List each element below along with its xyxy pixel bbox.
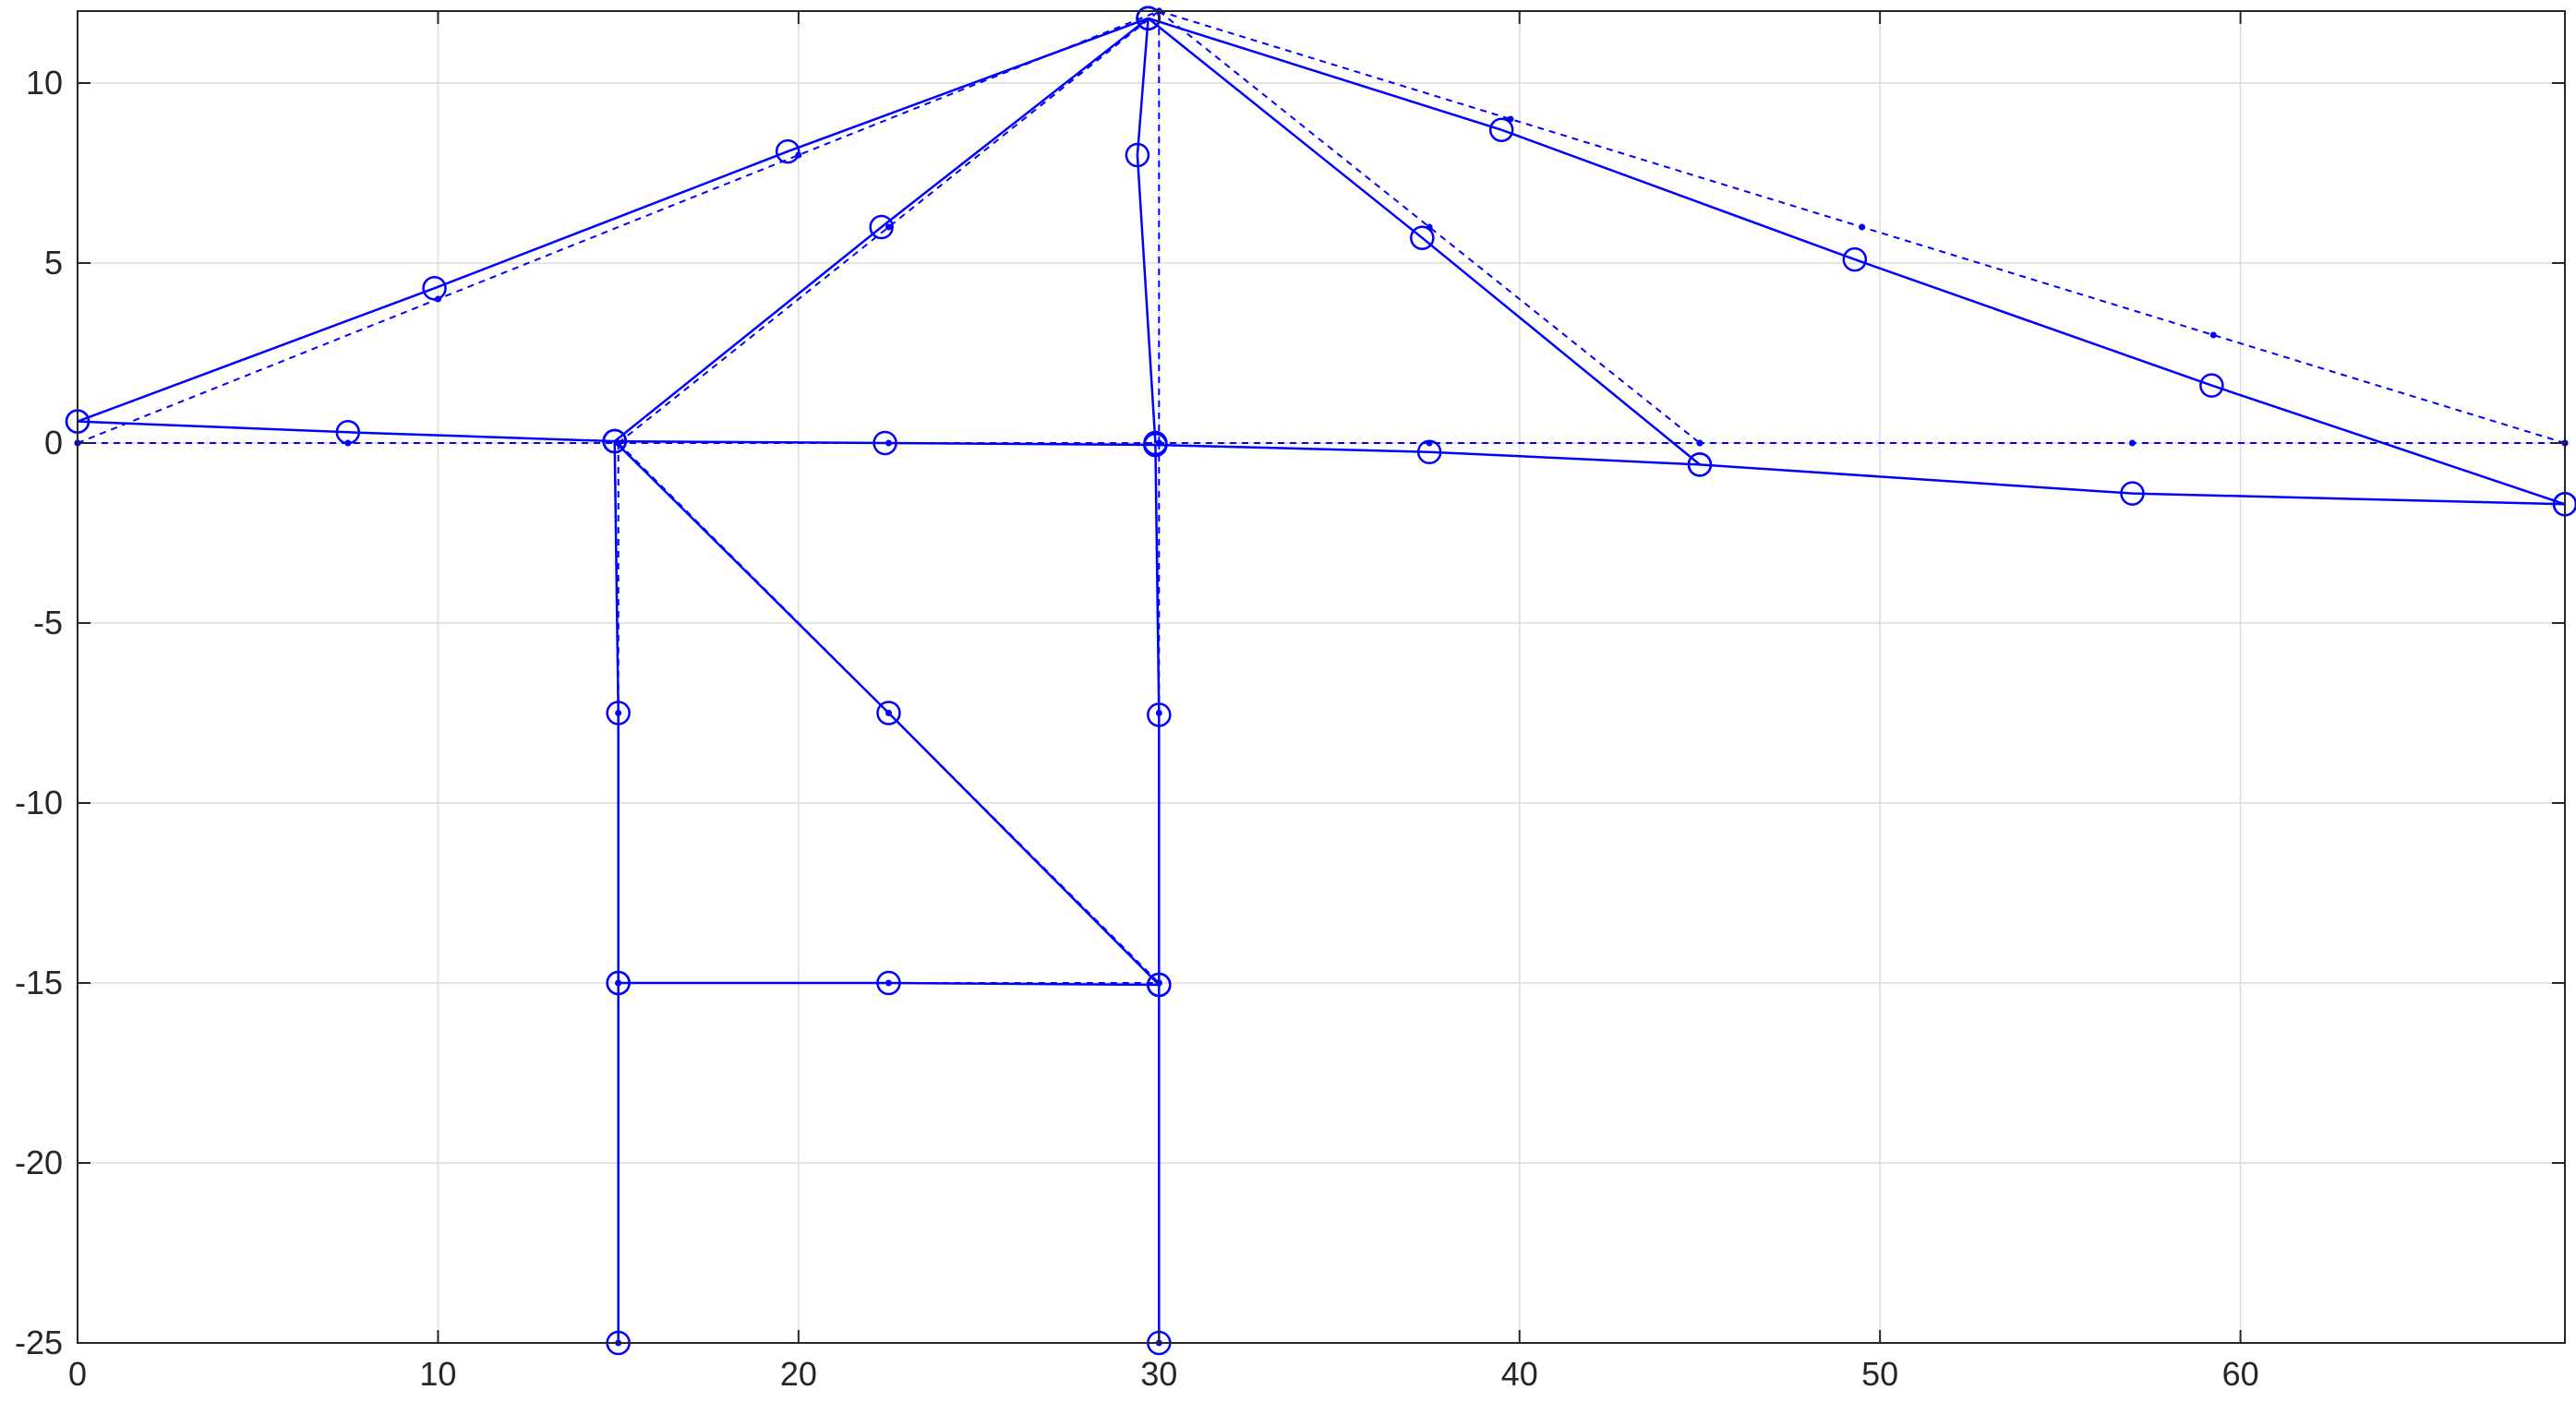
dot-marker (2128, 439, 2136, 447)
axes-box (77, 10, 2566, 1344)
solid-series-line (613, 17, 1150, 443)
circle-marker (1410, 225, 1435, 250)
dot-marker (2209, 331, 2217, 339)
dashed-series-line (618, 10, 1160, 444)
circle-marker (606, 701, 631, 725)
x-tick-label: 60 (2222, 1355, 2259, 1393)
ticks (77, 11, 2565, 1344)
solid-series-line (1147, 17, 1701, 466)
solid-series-line (77, 420, 2566, 506)
circle-marker (606, 970, 631, 996)
circle-marker (2199, 373, 2224, 398)
y-tick-label: -25 (15, 1324, 63, 1361)
dot-marker (1859, 223, 1866, 231)
circle-marker (876, 701, 901, 725)
grid (77, 11, 2565, 1344)
circle-marker (602, 428, 627, 454)
solid-series-line (1136, 18, 1157, 444)
y-tick-labels: -25 -20 -15 -10 -5 0 5 10 (15, 64, 63, 1361)
circle-marker (1687, 452, 1713, 477)
x-tick-labels: 0 10 20 30 40 50 60 (68, 1355, 2259, 1393)
x-tick-label: 20 (780, 1355, 817, 1393)
circle-marker (2120, 481, 2145, 506)
circle-marker (869, 214, 894, 240)
solid-series-line (1148, 17, 2566, 506)
y-tick-label: 0 (44, 424, 63, 461)
circle-marker (1147, 972, 1172, 998)
y-tick-label: 10 (26, 64, 63, 102)
solid-series (65, 6, 2576, 1356)
plot-area (65, 6, 2576, 1356)
circle-marker (1416, 439, 1442, 464)
circle-marker (775, 138, 800, 164)
dashed-series (74, 7, 2569, 1347)
dot-marker (1696, 439, 1703, 447)
x-tick-label: 50 (1861, 1355, 1898, 1393)
circle-marker (335, 420, 361, 445)
y-tick-label: -10 (15, 784, 63, 821)
x-tick-label: 0 (68, 1355, 87, 1393)
y-tick-label: -20 (15, 1144, 63, 1181)
circle-marker (1143, 432, 1168, 458)
circle-marker (1125, 142, 1150, 168)
solid-series-line (1154, 444, 1161, 1343)
solid-series-line (613, 441, 620, 1343)
circle-marker (873, 430, 897, 456)
dashed-series-line (77, 10, 1160, 444)
circle-marker (422, 276, 447, 301)
circle-marker (1488, 117, 1514, 142)
dashed-series-line (1158, 10, 1701, 444)
x-tick-label: 10 (419, 1355, 456, 1393)
circle-marker (1842, 246, 1868, 272)
circle-marker (1147, 702, 1172, 727)
dot-marker (885, 223, 892, 231)
x-tick-label: 30 (1140, 1355, 1177, 1393)
solid-series-line (613, 440, 1161, 986)
circle-marker (876, 970, 901, 996)
y-tick-label: 5 (44, 244, 63, 282)
y-tick-label: -15 (15, 964, 63, 1001)
solid-series-line (618, 981, 1160, 987)
y-tick-label: -5 (33, 604, 63, 641)
solid-series-line (77, 17, 1150, 423)
x-tick-label: 40 (1501, 1355, 1538, 1393)
